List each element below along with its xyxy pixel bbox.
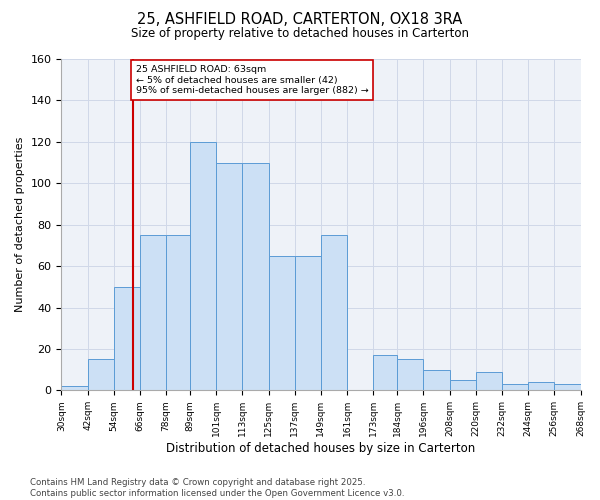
Bar <box>242 162 269 390</box>
Bar <box>269 256 295 390</box>
Bar <box>88 360 114 390</box>
Bar <box>295 256 321 390</box>
Bar <box>424 370 449 390</box>
Bar <box>140 235 166 390</box>
Bar <box>166 235 190 390</box>
Bar <box>528 382 554 390</box>
Bar <box>476 372 502 390</box>
Bar <box>321 235 347 390</box>
Bar <box>449 380 476 390</box>
Text: 25 ASHFIELD ROAD: 63sqm
← 5% of detached houses are smaller (42)
95% of semi-det: 25 ASHFIELD ROAD: 63sqm ← 5% of detached… <box>136 65 368 95</box>
X-axis label: Distribution of detached houses by size in Carterton: Distribution of detached houses by size … <box>166 442 476 455</box>
Bar <box>373 355 397 390</box>
Bar <box>397 360 424 390</box>
Bar <box>61 386 88 390</box>
Text: 25, ASHFIELD ROAD, CARTERTON, OX18 3RA: 25, ASHFIELD ROAD, CARTERTON, OX18 3RA <box>137 12 463 28</box>
Bar <box>502 384 528 390</box>
Y-axis label: Number of detached properties: Number of detached properties <box>15 137 25 312</box>
Bar <box>190 142 216 390</box>
Text: Size of property relative to detached houses in Carterton: Size of property relative to detached ho… <box>131 28 469 40</box>
Bar <box>216 162 242 390</box>
Bar <box>554 384 581 390</box>
Bar <box>114 287 140 391</box>
Text: Contains HM Land Registry data © Crown copyright and database right 2025.
Contai: Contains HM Land Registry data © Crown c… <box>30 478 404 498</box>
